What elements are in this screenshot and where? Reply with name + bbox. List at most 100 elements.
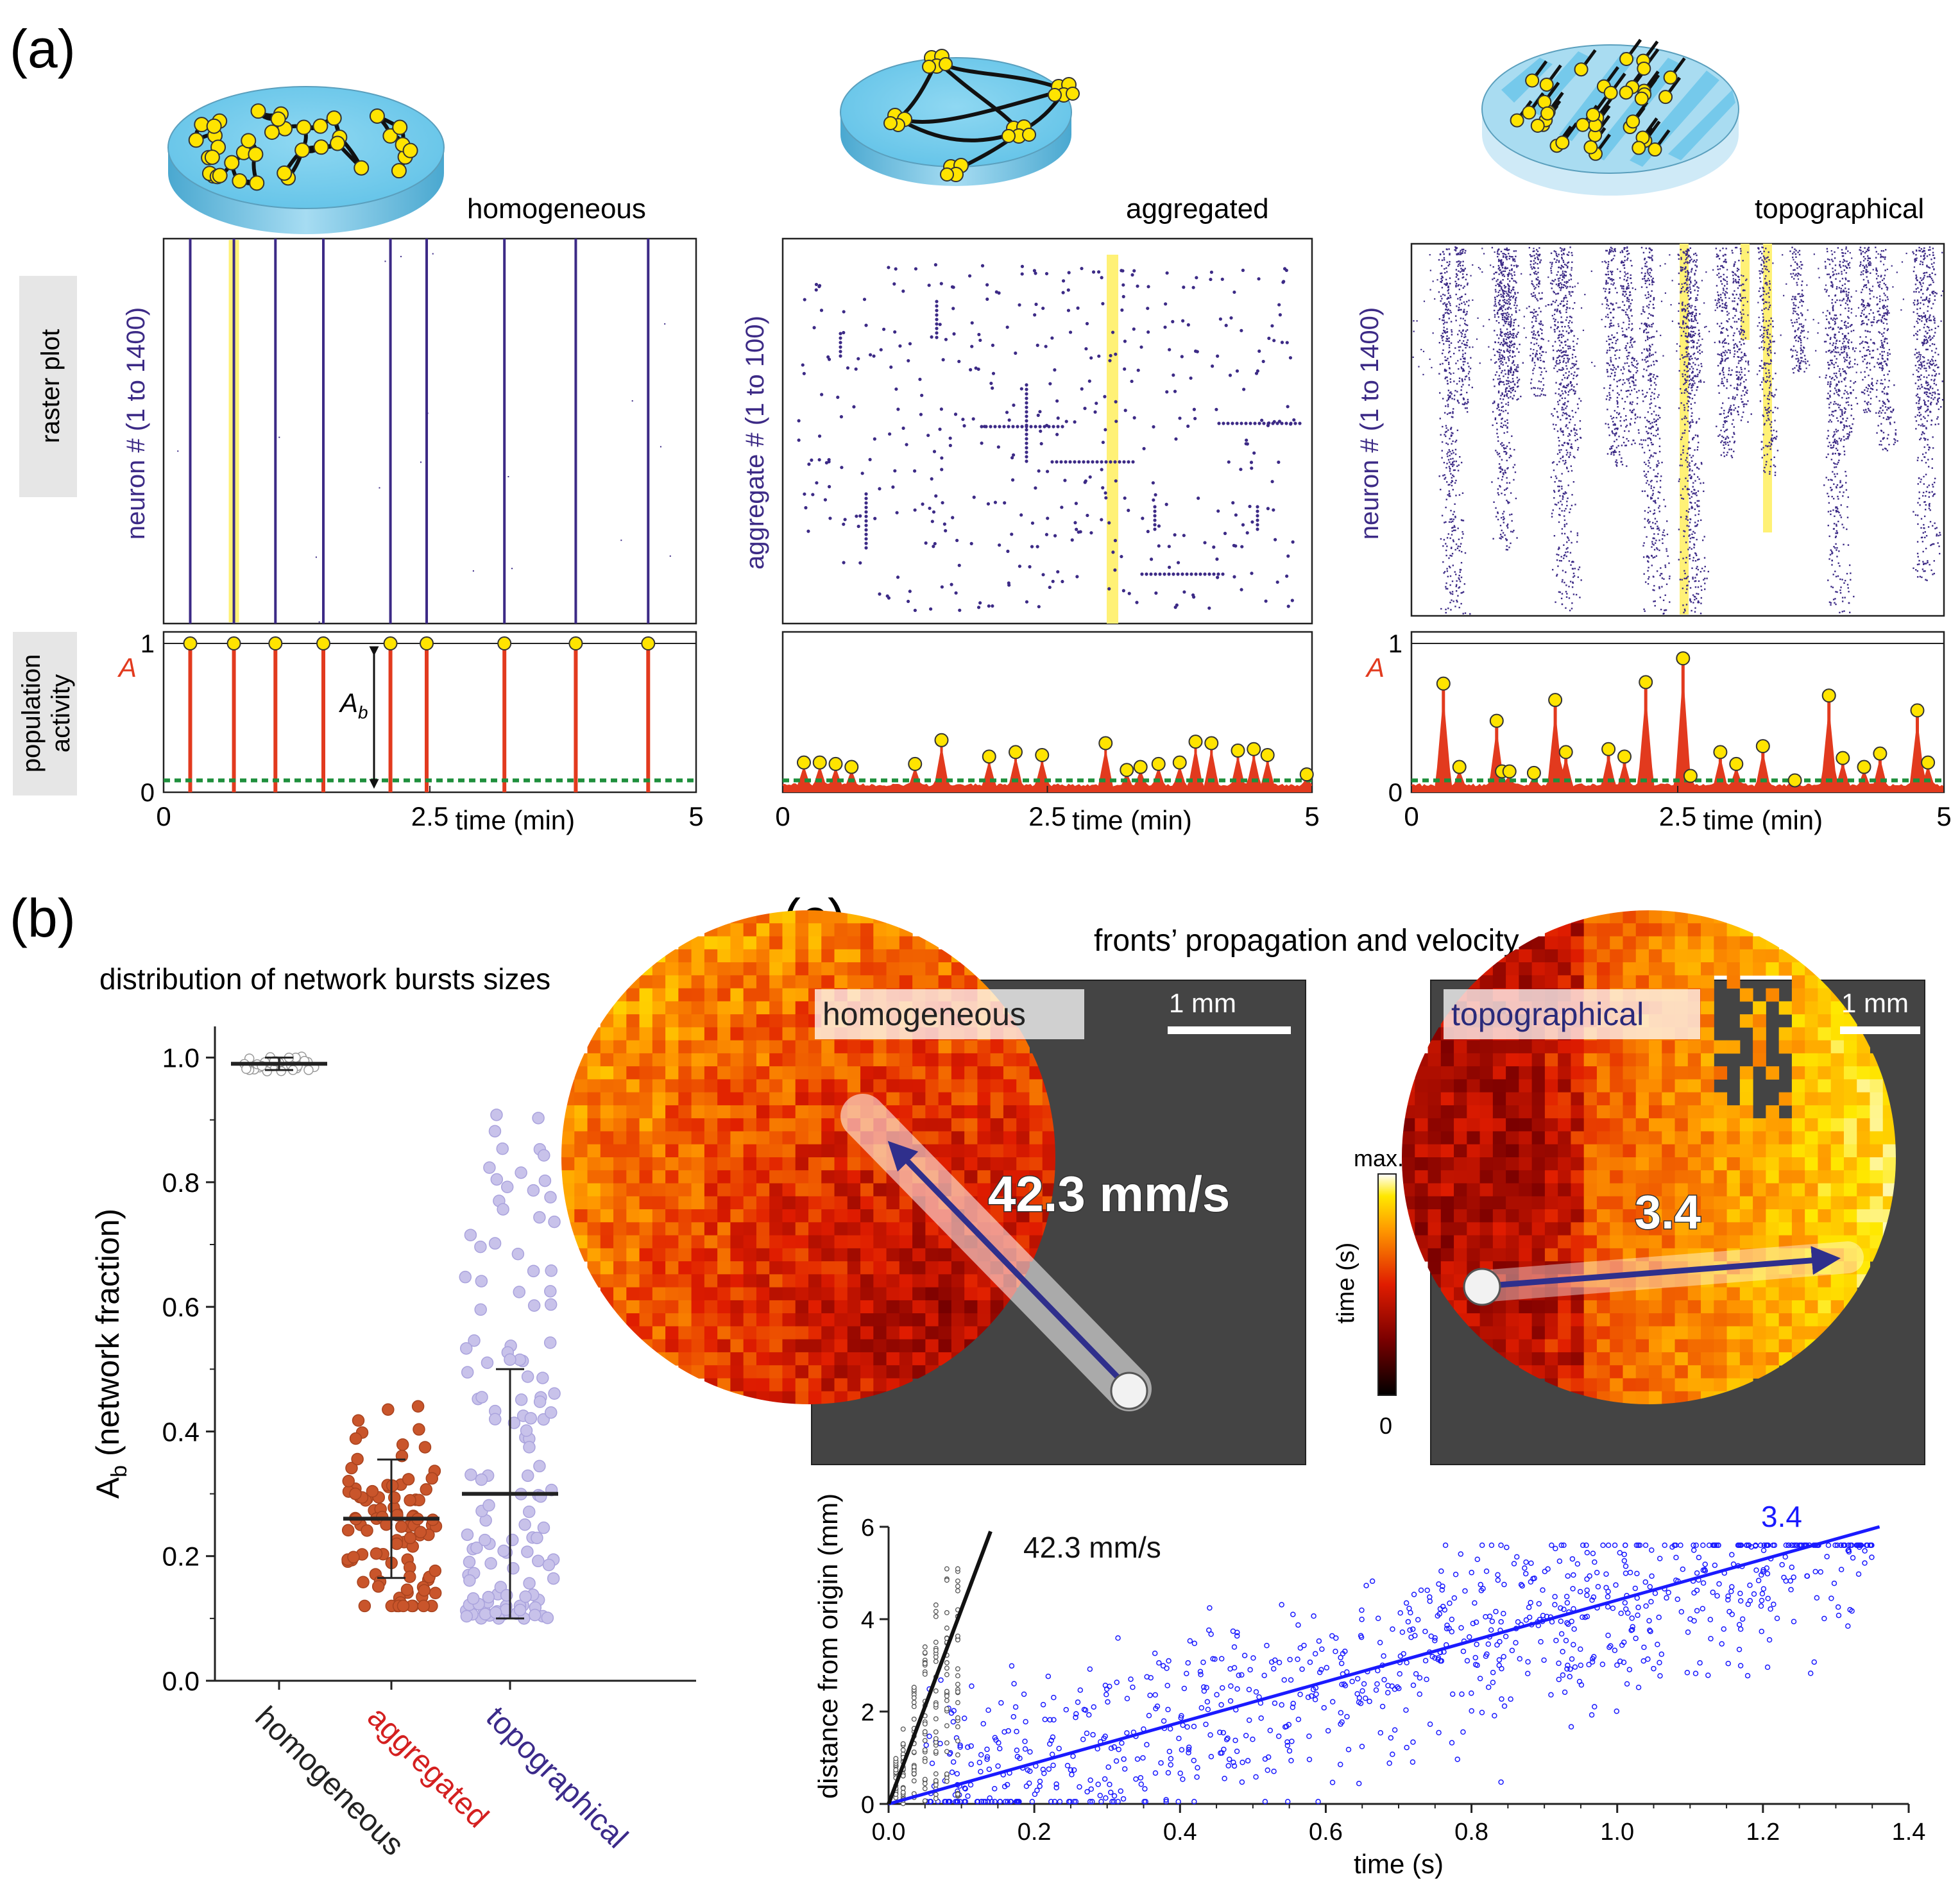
raster-spike xyxy=(1517,292,1519,294)
raster-spike xyxy=(1608,288,1611,290)
raster-spike xyxy=(985,283,989,287)
raster-spike xyxy=(1556,259,1558,261)
raster-spike xyxy=(1623,368,1625,370)
raster-spike xyxy=(1719,250,1721,251)
raster-spike xyxy=(1763,454,1766,456)
raster-spike xyxy=(1730,409,1732,411)
raster-spike xyxy=(1766,260,1768,263)
raster-spike xyxy=(1682,445,1685,447)
raster-spike xyxy=(1501,282,1503,284)
raster-spike xyxy=(1724,294,1726,296)
raster-spike xyxy=(1801,330,1803,332)
raster-spike xyxy=(1216,572,1220,576)
raster-spike xyxy=(1743,275,1744,277)
raster-spike xyxy=(1562,330,1564,332)
raster-spike xyxy=(1737,356,1740,358)
raster-spike xyxy=(864,514,868,518)
raster-spike xyxy=(1802,294,1804,297)
raster-spike xyxy=(1512,356,1513,358)
raster-spike xyxy=(1765,307,1767,309)
raster-spike xyxy=(1628,253,1630,255)
raster-spike xyxy=(1455,460,1457,463)
raster-spike xyxy=(1697,490,1700,492)
raster-spike xyxy=(1650,275,1652,278)
raster-spike xyxy=(1731,327,1733,329)
raster-spike xyxy=(1719,305,1721,307)
raster-spike xyxy=(1696,348,1698,350)
raster-spike xyxy=(1680,291,1682,293)
raster-spike xyxy=(1716,253,1718,255)
raster-spike xyxy=(1628,378,1630,380)
raster-spike xyxy=(1609,250,1611,251)
raster-spike xyxy=(1615,459,1617,461)
raster-spike xyxy=(1540,346,1542,348)
raster-spike xyxy=(1630,339,1632,342)
raster-spike xyxy=(1769,304,1771,307)
raster-spike xyxy=(1061,425,1064,429)
raster-spike xyxy=(1567,452,1569,454)
raster-spike xyxy=(1504,390,1507,392)
raster-spike xyxy=(1720,429,1722,432)
raster-spike xyxy=(1656,520,1658,523)
raster-spike xyxy=(1795,358,1797,360)
raster-spike xyxy=(1502,513,1504,515)
raster-spike xyxy=(1557,321,1559,323)
raster-spike xyxy=(1694,611,1696,613)
raster-spike xyxy=(1696,342,1698,344)
raster-spike xyxy=(1497,248,1500,250)
raster-spike xyxy=(1580,437,1582,439)
raster-spike xyxy=(955,538,959,543)
raster-spike xyxy=(1494,400,1496,402)
raster-spike xyxy=(1561,390,1563,392)
raster-spike xyxy=(1682,320,1684,322)
raster-spike xyxy=(927,284,931,287)
raster-spike xyxy=(1494,314,1496,316)
raster-spike xyxy=(1731,456,1734,459)
raster-spike xyxy=(1698,500,1700,502)
raster-spike xyxy=(1687,310,1689,312)
raster-spike xyxy=(1538,247,1540,249)
raster-spike xyxy=(1729,350,1731,352)
raster-spike xyxy=(1691,318,1692,320)
raster-spike xyxy=(1691,315,1692,318)
raster-spike xyxy=(1764,341,1766,343)
raster-spike xyxy=(1536,350,1538,352)
raster-spike xyxy=(1002,425,1006,429)
raster-spike xyxy=(1717,353,1719,355)
raster-spike xyxy=(1516,398,1518,401)
raster-spike xyxy=(1537,267,1539,269)
raster-spike xyxy=(1530,264,1531,266)
raster-spike xyxy=(1578,398,1580,400)
raster-spike xyxy=(1558,489,1560,491)
raster-spike xyxy=(942,522,946,526)
raster-spike xyxy=(1442,303,1444,305)
raster-spike xyxy=(1762,313,1764,315)
raster-spike xyxy=(1455,590,1458,592)
raster-spike xyxy=(1167,572,1171,576)
raster-spike xyxy=(1794,269,1796,271)
raster-spike xyxy=(1516,333,1519,336)
raster-spike xyxy=(1831,564,1833,566)
raster-spike xyxy=(1664,609,1667,611)
raster-spike xyxy=(1569,327,1571,329)
raster-spike xyxy=(1739,285,1741,287)
raster-spike xyxy=(1633,409,1635,411)
raster-spike xyxy=(1644,490,1646,492)
raster-spike xyxy=(1641,443,1643,446)
raster-spike xyxy=(1550,327,1552,328)
raster-spike xyxy=(1562,407,1564,409)
raster-spike xyxy=(1500,538,1502,540)
raster-spike xyxy=(1542,394,1545,396)
raster-spike xyxy=(839,354,842,358)
raster-spike xyxy=(1245,531,1249,535)
raster-spike xyxy=(1689,397,1691,399)
raster-spike xyxy=(1683,363,1685,366)
raster-spike xyxy=(1574,371,1576,373)
raster-spike xyxy=(1461,252,1463,254)
raster-spike xyxy=(1607,263,1610,266)
raster-spike xyxy=(1737,297,1740,300)
raster-spike xyxy=(1630,277,1632,280)
raster-spike xyxy=(1438,291,1440,293)
raster-spike xyxy=(1762,298,1764,300)
raster-spike xyxy=(1508,358,1510,360)
